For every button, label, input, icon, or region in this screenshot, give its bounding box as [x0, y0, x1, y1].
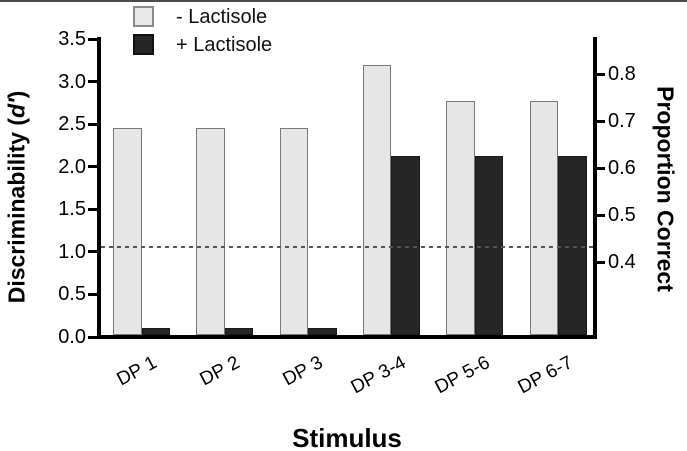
x-tick-label: DP 3: [279, 352, 327, 391]
left-axis-tick-label: 0.5: [58, 283, 86, 306]
x-tick-label: DP 1: [113, 352, 160, 391]
left-axis-tick-label: 3.0: [58, 70, 86, 93]
legend-item-minus-lactisole: - Lactisole: [133, 5, 272, 28]
bar-minus-lactisole-dp5-6: [446, 101, 475, 335]
x-axis-line: [97, 335, 597, 339]
right-axis-tick-label: 0.6: [608, 157, 636, 179]
left-axis-spine: [97, 37, 101, 339]
right-axis-spine: [593, 37, 597, 339]
right-axis-tick: [597, 213, 605, 217]
legend-label: + Lactisole: [176, 33, 273, 56]
right-axis-tick-label: 0.5: [608, 204, 636, 226]
bar-minus-lactisole-dp3: [279, 128, 309, 335]
left-axis-tick: [88, 37, 97, 41]
bar-minus-lactisole-dp1: [113, 128, 142, 335]
left-axis-tick: [88, 80, 97, 84]
right-axis-tick: [597, 166, 605, 170]
left-axis-tick: [88, 165, 97, 169]
x-tick-label: DP 6-7: [514, 352, 577, 399]
left-axis-tick-label: 1.5: [58, 198, 86, 221]
right-axis-tick-label: 0.4: [608, 251, 636, 273]
legend-label: - Lactisole: [176, 5, 268, 28]
right-axis-tick: [597, 260, 605, 264]
bar-plus-lactisole-dp1: [141, 328, 170, 335]
legend-item-plus-lactisole: + Lactisole: [133, 33, 272, 56]
x-tick-label: DP 5-6: [431, 352, 494, 399]
x-axis-title: Stimulus: [292, 423, 402, 451]
chance-reference-line: [101, 245, 593, 248]
bar-plus-lactisole-dp6-7: [558, 155, 587, 335]
right-axis-tick: [597, 72, 605, 76]
left-axis-tick: [88, 250, 97, 254]
legend-swatch-dark-icon: [133, 34, 154, 55]
bar-minus-lactisole-dp2: [196, 128, 225, 335]
bar-minus-lactisole-dp3-4: [362, 65, 392, 335]
x-tick-label: DP 3-4: [348, 352, 410, 399]
left-axis-tick: [88, 207, 97, 211]
left-axis-tick-label: 3.5: [58, 28, 86, 50]
left-axis-tick-label: 0.0: [58, 326, 86, 348]
legend: - Lactisole + Lactisole: [133, 5, 272, 61]
left-axis-tick: [88, 335, 97, 339]
x-tick-label: DP 2: [196, 352, 244, 391]
right-axis-tick-label: 0.7: [608, 110, 636, 132]
bar-plus-lactisole-dp3: [308, 328, 337, 335]
legend-swatch-light-icon: [133, 6, 154, 27]
left-axis-tick-label: 2.0: [58, 155, 86, 178]
bar-plus-lactisole-dp3-4: [391, 155, 420, 335]
left-axis-tick-label: 2.5: [58, 113, 86, 136]
left-axis-tick-label: 1.0: [58, 240, 86, 263]
bar-minus-lactisole-dp6-7: [529, 101, 558, 335]
right-axis-tick: [597, 119, 605, 123]
right-axis-tick-label: 0.8: [608, 63, 636, 85]
left-axis-tick: [88, 122, 97, 126]
bar-plus-lactisole-dp2: [224, 328, 254, 335]
left-axis-tick: [88, 292, 97, 296]
bar-plus-lactisole-dp5-6: [474, 155, 504, 335]
